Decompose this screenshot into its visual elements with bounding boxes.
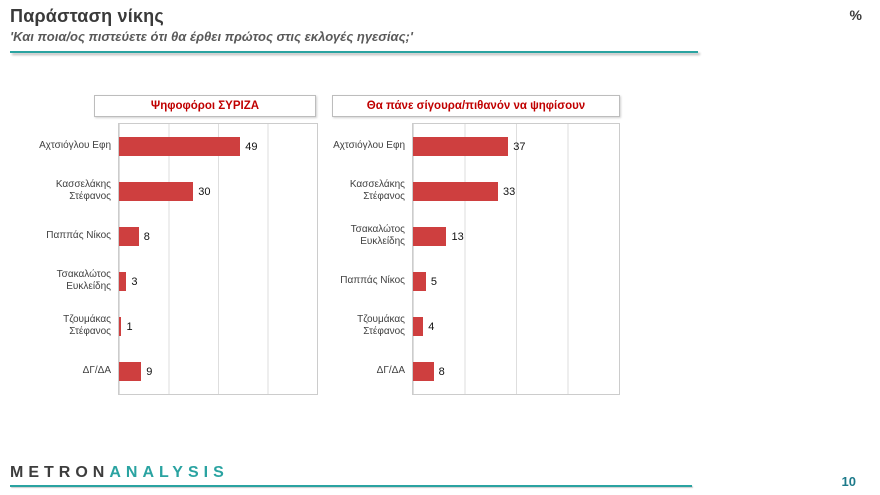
title-divider	[10, 51, 698, 53]
value-label: 3	[131, 275, 138, 288]
slide-footer: METRONANALYSIS	[10, 464, 880, 487]
plot-area: 49 30 8 3 1 9	[118, 123, 318, 395]
chart-row: 37	[413, 124, 619, 169]
chart-row: 33	[413, 169, 619, 214]
logo-text-primary: METRON	[10, 464, 110, 481]
slide-header: Παράσταση νίκης 'Και ποια/ος πιστεύετε ό…	[0, 0, 880, 53]
bar	[413, 272, 426, 291]
chart-row: 4	[413, 304, 619, 349]
metron-analysis-logo: METRONANALYSIS	[10, 464, 880, 482]
value-label: 5	[430, 275, 437, 288]
bar	[119, 317, 122, 336]
chart-title: Ψηφοφόροι ΣΥΡΙΖΑ	[94, 95, 316, 117]
category-label: Τζουμάκας Στέφανος	[63, 313, 111, 337]
chart-row: 3	[119, 259, 317, 304]
chart-row: 30	[119, 169, 317, 214]
logo-text-secondary: ANALYSIS	[109, 464, 229, 481]
category-label: Κασσελάκης Στέφανος	[349, 178, 405, 202]
category-label: Κασσελάκης Στέφανος	[55, 178, 111, 202]
chart-row: 8	[413, 349, 619, 394]
value-label: 9	[146, 365, 153, 378]
bar	[413, 227, 447, 246]
value-label: 8	[438, 365, 445, 378]
value-label: 37	[513, 140, 526, 153]
category-label: Τσακαλώτος Ευκλείδης	[350, 223, 405, 247]
bar	[413, 137, 509, 156]
value-label: 4	[428, 320, 435, 333]
chart-body: Αχτσιόγλου Εφη Κασσελάκης Στέφανος Τσακαλώ…	[332, 123, 620, 395]
unit-label: %	[849, 7, 862, 23]
bar	[119, 137, 241, 156]
category-labels-column: Αχτσιόγλου Εφη Κασσελάκης Στέφανος Τσακαλώ…	[332, 123, 412, 395]
chart-row: 9	[119, 349, 317, 394]
value-label: 49	[245, 140, 258, 153]
footer-divider	[10, 485, 692, 487]
chart-row: 49	[119, 124, 317, 169]
category-label: Τσακαλώτος Ευκλείδης	[56, 268, 111, 292]
chart-row: 8	[119, 214, 317, 259]
category-label: ΔΓ/ΔΑ	[376, 364, 405, 376]
bar	[413, 317, 424, 336]
value-label: 30	[198, 185, 211, 198]
category-labels-column: Αχτσιόγλου Εφη Κασσελάκης Στέφανος Παππάς …	[24, 123, 118, 395]
category-label: Αχτσιόγλου Εφη	[333, 139, 405, 151]
chart-row: 5	[413, 259, 619, 304]
chart-panel-likely-voters: Θα πάνε σίγουρα/πιθανόν να ψηφίσουν Αχτσ…	[332, 95, 620, 395]
chart-title: Θα πάνε σίγουρα/πιθανόν να ψηφίσουν	[332, 95, 620, 117]
category-label: Αχτσιόγλου Εφη	[39, 139, 111, 151]
page-title: Παράσταση νίκης	[10, 6, 164, 26]
bar	[119, 272, 127, 291]
chart-row: 1	[119, 304, 317, 349]
page-number: 10	[841, 474, 856, 489]
bar	[413, 182, 498, 201]
plot-area: 37 33 13 5 4 8	[412, 123, 620, 395]
value-label: 8	[143, 230, 150, 243]
value-label: 33	[502, 185, 516, 198]
category-label: Παππάς Νίκος	[46, 229, 111, 241]
chart-panel-syriza-voters: Ψηφοφόροι ΣΥΡΙΖΑ Αχτσιόγλου Εφη Κασσελάκη…	[24, 95, 318, 395]
bar	[119, 362, 142, 381]
chart-body: Αχτσιόγλου Εφη Κασσελάκης Στέφανος Παππάς …	[24, 123, 318, 395]
bar	[119, 182, 194, 201]
bar	[119, 227, 139, 246]
value-label: 1	[126, 320, 133, 333]
bar	[413, 362, 434, 381]
category-label: Τζουμάκας Στέφανος	[357, 313, 405, 337]
category-label: ΔΓ/ΔΑ	[82, 364, 111, 376]
value-label: 13	[451, 230, 464, 243]
category-label: Παππάς Νίκος	[340, 274, 405, 286]
charts-row: Ψηφοφόροι ΣΥΡΙΖΑ Αχτσιόγλου Εφη Κασσελάκη…	[24, 95, 880, 395]
page-subtitle: 'Και ποια/ος πιστεύετε ότι θα έρθει πρώτ…	[10, 29, 413, 44]
chart-row: 13	[413, 214, 619, 259]
